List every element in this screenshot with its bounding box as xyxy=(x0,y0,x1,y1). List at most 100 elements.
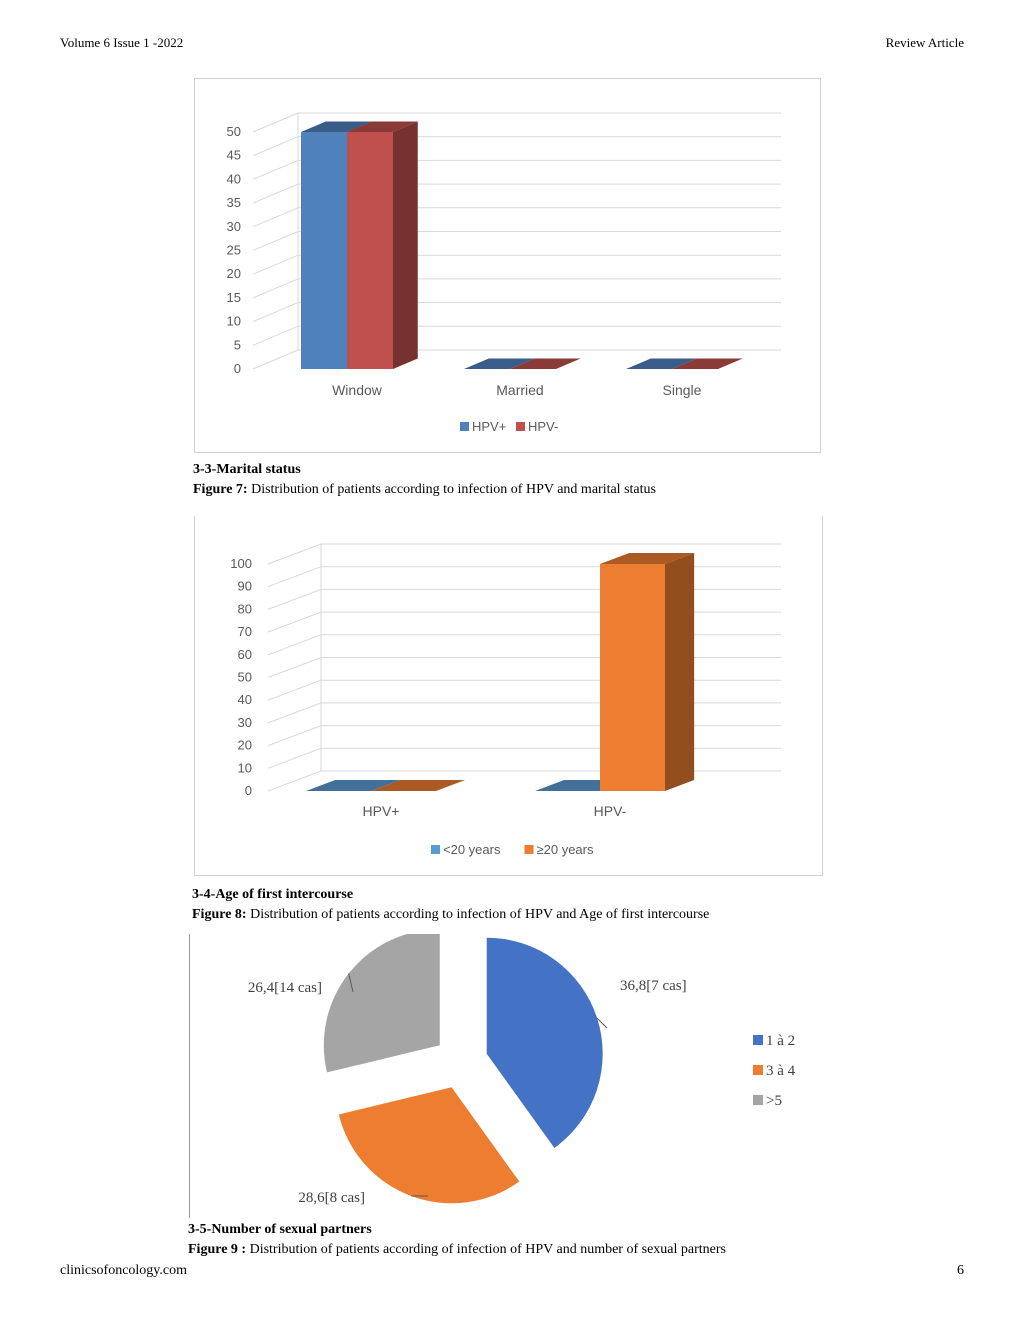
y-tick-label: 15 xyxy=(227,290,241,305)
bar-side xyxy=(393,121,418,369)
footer-site: clinicsofoncology.com xyxy=(60,1263,188,1278)
figure-8-chart: 0 10 20 30 40 50 60 70 80 90 100 HPV+ HPV- <20 years ≥… xyxy=(194,516,823,876)
bar-top xyxy=(600,553,695,564)
y-tick-label: 70 xyxy=(238,624,252,639)
legend-swatch xyxy=(516,422,525,431)
legend-label: HPV+ xyxy=(472,419,506,434)
y-tick-label: 60 xyxy=(238,647,252,662)
gridline-diag xyxy=(252,278,299,299)
y-tick-label: 0 xyxy=(245,783,252,798)
pie-slice xyxy=(338,1087,520,1204)
gridline-diag xyxy=(252,302,299,323)
gridline-diag xyxy=(267,543,322,565)
data-label: 28,6[8 cas] xyxy=(298,1190,365,1206)
sexual-partners-pie-chart: 36,8[7 cas] 28,6[8 cas] 26,4[14 cas] 1 à 2 3… xyxy=(248,929,796,1206)
y-tick-label: 10 xyxy=(227,314,241,329)
bar-top xyxy=(306,780,401,791)
legend-label: ≥20 years xyxy=(537,842,594,857)
marital-status-bar-chart: 0 5 10 15 20 25 30 35 40 45 50 Window Married Single H… xyxy=(227,112,781,434)
y-tick-label: 50 xyxy=(238,670,252,685)
bar-side xyxy=(665,553,695,791)
y-tick-label: 0 xyxy=(234,361,241,376)
y-tick-label: 80 xyxy=(238,601,252,616)
figure-7-label: Figure 7: xyxy=(193,482,248,497)
pie-slice xyxy=(323,929,440,1073)
legend-swatch xyxy=(753,1065,763,1075)
gridline-diag xyxy=(267,679,322,701)
data-label: 36,8[7 cas] xyxy=(620,978,687,994)
y-tick-label: 45 xyxy=(227,148,241,163)
gridline-diag xyxy=(252,254,299,275)
category-label: HPV- xyxy=(594,803,627,819)
legend-swatch xyxy=(753,1095,763,1105)
legend-label: 1 à 2 xyxy=(766,1033,795,1049)
legend-swatch xyxy=(460,422,469,431)
gridline-diag xyxy=(252,159,299,180)
gridline-diag xyxy=(267,747,322,769)
legend-swatch xyxy=(431,845,440,854)
legend-label: >5 xyxy=(766,1093,782,1109)
y-tick-label: 100 xyxy=(230,556,252,571)
y-tick-label: 10 xyxy=(238,760,252,775)
figure-9-label: Figure 9 : xyxy=(188,1242,247,1257)
gridline-diag xyxy=(252,325,299,346)
y-tick-label: 30 xyxy=(238,715,252,730)
category-label: Window xyxy=(332,382,383,398)
figure-8-caption: Figure 8: Distribution of patients accor… xyxy=(192,907,709,923)
legend-label: <20 years xyxy=(443,842,501,857)
y-tick-label: 20 xyxy=(227,266,241,281)
section-title-marital-status: 3-3-Marital status xyxy=(193,462,301,477)
y-tick-label: 50 xyxy=(227,124,241,139)
figure-7-text: Distribution of patients according to in… xyxy=(247,482,656,497)
y-tick-label: 5 xyxy=(234,337,241,352)
y-tick-label: 40 xyxy=(227,171,241,186)
bar-top xyxy=(626,358,697,369)
figure-8-label: Figure 8: xyxy=(192,907,247,922)
gridline-diag xyxy=(267,657,322,678)
gridline-diag xyxy=(267,566,322,588)
figure-9-chart: 36,8[7 cas] 28,6[8 cas] 26,4[14 cas] 1 à 2 3… xyxy=(189,929,820,1218)
gridline-diag xyxy=(267,702,322,724)
y-tick-label: 40 xyxy=(238,692,252,707)
data-label: 26,4[14 cas] xyxy=(248,980,322,996)
bar-front xyxy=(347,132,393,369)
legend-swatch xyxy=(753,1035,763,1045)
category-label: Single xyxy=(663,382,702,398)
gridline-diag xyxy=(267,634,322,656)
bar-top xyxy=(371,780,466,791)
bar-top xyxy=(347,121,418,132)
legend-label: HPV- xyxy=(528,419,558,434)
bar-front xyxy=(301,132,347,369)
leader-line xyxy=(348,973,354,993)
page-number: 6 xyxy=(957,1263,964,1278)
figure-7-caption: Figure 7: Distribution of patients accor… xyxy=(193,482,656,498)
bar-top xyxy=(672,358,743,369)
first-intercourse-bar-chart: 0 10 20 30 40 50 60 70 80 90 100 HPV+ HPV- <20 years ≥… xyxy=(230,543,781,857)
figure-7-chart: 0 5 10 15 20 25 30 35 40 45 50 Window Married Single H… xyxy=(194,78,821,453)
y-tick-label: 20 xyxy=(238,738,252,753)
gridline-diag xyxy=(267,770,322,792)
section-title-sexual-partners: 3-5-Number of sexual partners xyxy=(188,1222,372,1237)
figure-8-text: Distribution of patients according to in… xyxy=(246,907,710,922)
bar-top xyxy=(301,121,372,132)
gridline-diag xyxy=(252,112,299,133)
bar-top xyxy=(464,358,535,369)
pie-slice xyxy=(486,937,603,1148)
y-tick-label: 35 xyxy=(227,195,241,210)
gridline-diag xyxy=(252,231,299,251)
gridline-diag xyxy=(267,725,322,747)
legend-swatch xyxy=(524,845,534,854)
category-label: Married xyxy=(496,382,543,398)
running-header-left: Volume 6 Issue 1 -2022 xyxy=(60,35,184,50)
gridline-diag xyxy=(252,207,299,228)
legend-label: 3 à 4 xyxy=(766,1063,796,1079)
bar-top xyxy=(510,358,581,369)
running-header-right: Review Article xyxy=(885,35,964,50)
bar-front xyxy=(600,564,665,791)
gridline-diag xyxy=(252,349,299,370)
leader-line xyxy=(596,1017,608,1029)
gridline-diag xyxy=(267,588,322,610)
y-tick-label: 90 xyxy=(238,579,252,594)
gridline-diag xyxy=(252,136,299,157)
figure-9-caption: Figure 9 : Distribution of patients acco… xyxy=(188,1242,726,1258)
